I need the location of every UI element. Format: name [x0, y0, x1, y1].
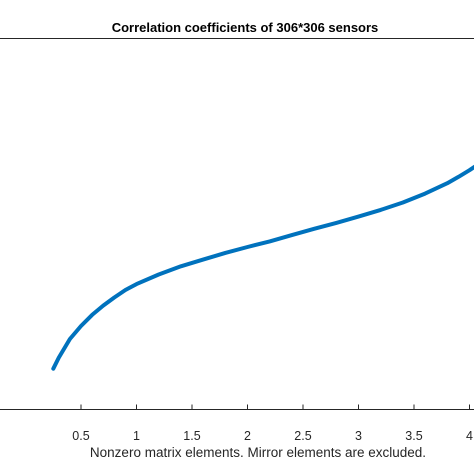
x-tick-label: 1.5: [183, 429, 200, 443]
series-line: [51, 164, 474, 371]
x-tick-label: 3: [355, 429, 362, 443]
x-tick-label: 2.5: [294, 429, 311, 443]
x-axis-label: Nonzero matrix elements. Mirror elements…: [90, 445, 426, 460]
x-axis-ticks: [80, 404, 470, 410]
x-tick-label: 0.5: [72, 429, 89, 443]
x-tick-label: 1: [133, 429, 140, 443]
x-tick-label: 4: [466, 429, 473, 443]
x-tick-label: 3.5: [405, 429, 422, 443]
x-axis-tick-labels: 0.511.522.533.544: [72, 429, 473, 443]
x-tick-label: 2: [244, 429, 251, 443]
chart-title: Correlation coefficients of 306*306 sens…: [112, 20, 379, 35]
plot-area: [0, 38, 474, 410]
